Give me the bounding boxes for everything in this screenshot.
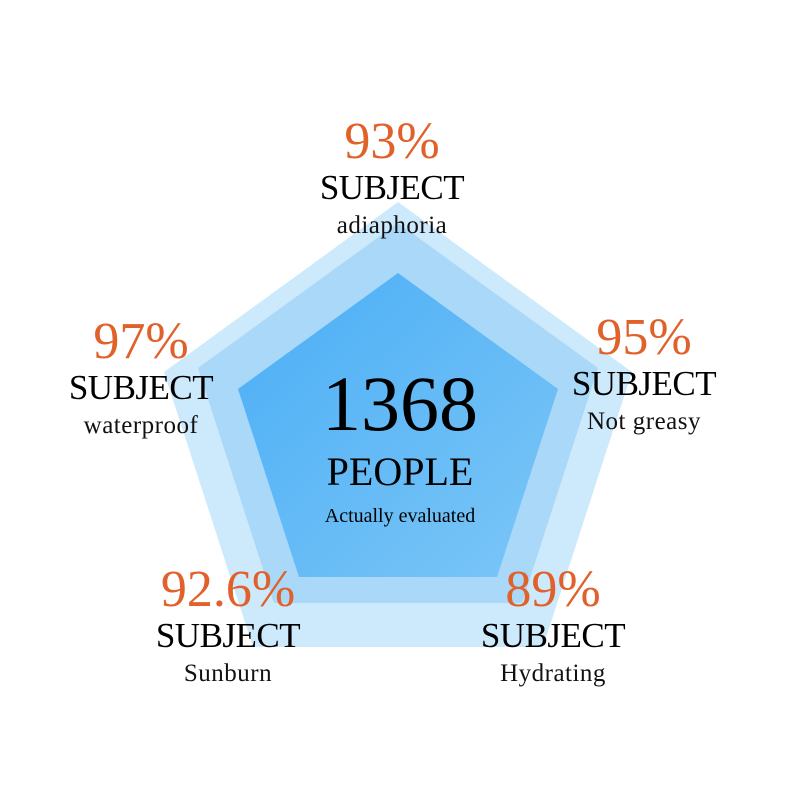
percent-value: 95%	[596, 309, 692, 366]
item-label: SUBJECT	[480, 616, 626, 655]
people-count: 1368	[322, 360, 478, 447]
item-sub: Hydrating	[500, 660, 606, 687]
percent-value: 92.6%	[160, 561, 296, 618]
item-adiaphoria: 93% SUBJECT adiaphoria	[272, 113, 512, 239]
pentagon-inner	[238, 273, 558, 577]
evaluated-caption: Actually evaluated	[324, 505, 476, 527]
item-waterproof: 97% SUBJECT waterproof	[21, 313, 261, 439]
item-label: SUBJECT	[319, 168, 465, 207]
item-hydrating: 89% SUBJECT Hydrating	[433, 561, 673, 687]
item-label: SUBJECT	[68, 368, 214, 407]
item-label: SUBJECT	[155, 616, 301, 655]
item-sub: adiaphoria	[336, 212, 448, 239]
item-label: SUBJECT	[571, 364, 717, 403]
people-unit: PEOPLE	[326, 449, 474, 494]
percent-value: 93%	[344, 113, 440, 170]
percent-value: 97%	[93, 313, 189, 370]
item-sub: Not greasy	[587, 408, 701, 435]
item-sub: Sunburn	[183, 660, 273, 687]
item-sunburn: 92.6% SUBJECT Sunburn	[108, 561, 348, 687]
item-not-greasy: 95% SUBJECT Not greasy	[524, 309, 764, 435]
percent-value: 89%	[505, 561, 601, 618]
item-sub: waterproof	[83, 412, 199, 439]
